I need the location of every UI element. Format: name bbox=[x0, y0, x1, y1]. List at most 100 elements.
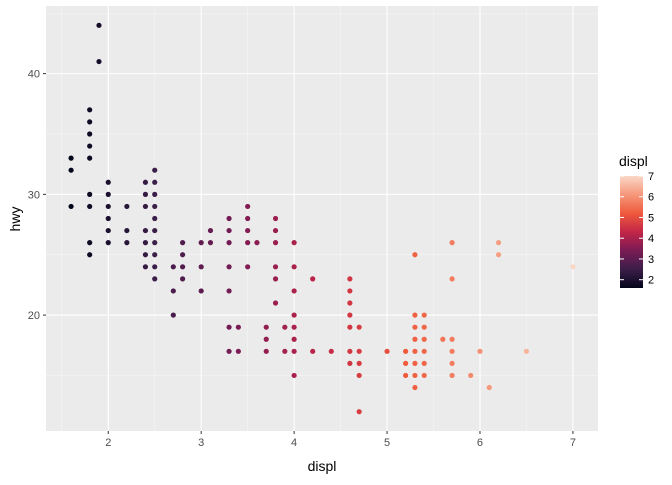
data-point bbox=[180, 252, 186, 258]
data-point bbox=[105, 215, 111, 222]
data-point bbox=[226, 264, 232, 270]
data-point bbox=[226, 348, 232, 354]
data-point bbox=[142, 227, 149, 234]
data-point bbox=[421, 336, 427, 342]
data-point bbox=[87, 107, 93, 113]
data-point bbox=[356, 409, 362, 415]
data-point bbox=[152, 191, 158, 197]
data-point bbox=[403, 372, 409, 379]
data-point bbox=[291, 372, 297, 379]
data-point bbox=[245, 203, 251, 210]
data-point bbox=[142, 203, 149, 210]
data-point bbox=[142, 252, 149, 258]
data-point bbox=[180, 240, 186, 246]
data-point bbox=[347, 360, 353, 366]
data-point bbox=[263, 324, 269, 330]
data-point bbox=[152, 240, 158, 246]
y-axis-title: hwy bbox=[7, 207, 23, 232]
data-point bbox=[180, 264, 186, 270]
data-point bbox=[152, 252, 158, 258]
data-point bbox=[291, 336, 297, 342]
data-point bbox=[226, 227, 232, 234]
data-point bbox=[356, 372, 362, 379]
data-point bbox=[142, 191, 149, 197]
data-point bbox=[152, 264, 158, 270]
data-point bbox=[226, 324, 232, 330]
axes-layer: 2 3 4 5 6 7 20 30 40 bbox=[28, 69, 576, 449]
data-point bbox=[68, 203, 74, 210]
data-point bbox=[412, 336, 418, 342]
x-axis-title: displ bbox=[308, 458, 337, 474]
data-point bbox=[486, 384, 492, 391]
data-point bbox=[87, 155, 93, 161]
data-point bbox=[291, 264, 297, 270]
data-point bbox=[310, 276, 316, 282]
data-point bbox=[291, 312, 297, 318]
data-point bbox=[105, 179, 111, 185]
data-point bbox=[347, 276, 353, 282]
data-point bbox=[87, 191, 93, 197]
data-point bbox=[87, 143, 93, 149]
data-point bbox=[263, 336, 269, 342]
data-point bbox=[142, 240, 149, 246]
x-tick-label: 2 bbox=[105, 437, 111, 449]
x-tick-label: 3 bbox=[198, 437, 204, 449]
data-point bbox=[468, 372, 474, 379]
legend-ticks: 2 3 4 5 6 7 bbox=[620, 171, 654, 287]
data-point bbox=[245, 227, 251, 234]
data-point bbox=[356, 348, 362, 354]
data-point bbox=[412, 324, 418, 330]
data-point bbox=[282, 324, 288, 330]
data-point bbox=[523, 348, 530, 354]
data-point bbox=[412, 348, 418, 354]
data-point bbox=[421, 372, 427, 379]
data-point bbox=[87, 203, 93, 210]
points-layer bbox=[68, 22, 576, 415]
data-point bbox=[152, 276, 158, 282]
y-tick-label: 30 bbox=[28, 189, 40, 201]
data-point bbox=[272, 264, 279, 270]
data-point bbox=[226, 288, 232, 294]
data-point bbox=[291, 240, 297, 246]
data-point bbox=[170, 288, 176, 294]
data-point bbox=[291, 288, 297, 294]
data-point bbox=[449, 276, 455, 282]
data-point bbox=[272, 276, 279, 282]
data-point bbox=[403, 348, 409, 354]
legend-colorbar bbox=[620, 176, 643, 288]
data-point bbox=[152, 203, 158, 210]
data-point bbox=[96, 22, 102, 28]
data-point bbox=[347, 288, 353, 294]
data-point bbox=[282, 348, 288, 354]
data-point bbox=[180, 276, 186, 282]
data-point bbox=[440, 336, 446, 342]
data-point bbox=[105, 203, 111, 210]
grid-layer bbox=[46, 6, 598, 431]
data-point bbox=[87, 131, 93, 137]
data-point bbox=[347, 300, 353, 306]
data-point bbox=[207, 240, 214, 246]
data-point bbox=[495, 240, 502, 246]
data-point bbox=[152, 179, 158, 185]
y-tick-label: 20 bbox=[28, 310, 40, 322]
data-point bbox=[449, 336, 455, 342]
data-point bbox=[449, 360, 455, 366]
data-point bbox=[245, 264, 251, 270]
data-point bbox=[87, 240, 93, 246]
data-point bbox=[272, 215, 279, 222]
data-point bbox=[152, 227, 158, 234]
data-point bbox=[198, 264, 204, 270]
data-point bbox=[421, 324, 427, 330]
legend-tick-label: 7 bbox=[648, 171, 654, 183]
data-point bbox=[384, 348, 390, 354]
data-point bbox=[207, 227, 214, 234]
data-point bbox=[272, 240, 279, 246]
data-point bbox=[421, 360, 427, 366]
data-point bbox=[272, 300, 279, 306]
x-tick-label: 5 bbox=[384, 437, 390, 449]
data-point bbox=[291, 324, 297, 330]
data-point bbox=[152, 215, 158, 222]
data-point bbox=[235, 348, 241, 354]
legend-title: displ bbox=[619, 153, 648, 169]
data-point bbox=[347, 348, 353, 354]
